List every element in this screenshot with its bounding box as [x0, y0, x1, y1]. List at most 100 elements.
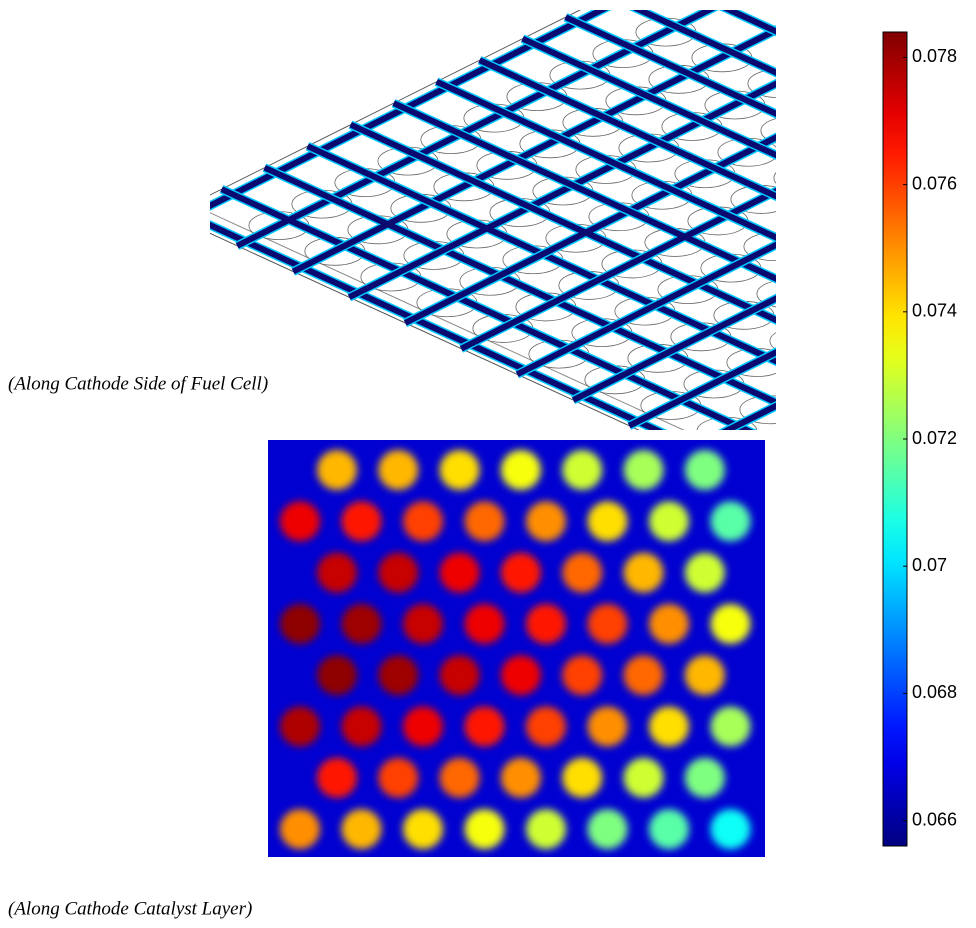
colorbar-tick-label: 0.074	[912, 301, 957, 321]
cathode-3d-view	[210, 0, 976, 529]
structure-line	[347, 80, 776, 300]
hole-outline	[804, 95, 864, 123]
structure-line	[403, 134, 776, 326]
heatmap-dot	[649, 706, 689, 747]
colorbar-tick-label: 0.076	[912, 173, 957, 193]
structure-line	[478, 57, 776, 200]
hole-outline	[760, 118, 776, 144]
structure-line	[695, 0, 976, 287]
heatmap-dot	[623, 450, 664, 490]
heatmap-dot	[403, 706, 443, 747]
structure-line	[632, 10, 776, 76]
heatmap-dot	[710, 501, 751, 542]
caption: (Along Cathode Side of Fuel Cell)	[8, 373, 268, 394]
heatmap-dot	[280, 603, 320, 644]
heatmap-dot	[526, 501, 566, 542]
heatmap-dot	[562, 552, 603, 593]
heatmap-dot	[378, 757, 419, 798]
heatmap-dot	[280, 809, 320, 850]
heatmap-dots	[280, 450, 751, 850]
hole-outline	[817, 142, 877, 170]
heatmap-dot	[587, 501, 628, 542]
hole-outline	[800, 258, 860, 286]
heatmap-dot	[280, 501, 320, 542]
heatmap-dot	[378, 450, 419, 490]
hole-outline	[796, 421, 856, 449]
heatmap-dot	[526, 809, 566, 850]
colorbar-tick-label: 0.07	[912, 555, 947, 575]
hole-outline	[773, 172, 776, 184]
heatmap-dot	[439, 655, 480, 696]
heatmap-dot	[403, 501, 443, 542]
heatmap-dot	[280, 706, 320, 747]
heatmap-dot	[684, 552, 725, 593]
heatmap-dot	[526, 603, 566, 644]
hole-outline	[942, 241, 976, 269]
structure-line	[722, 10, 776, 35]
hole-outline	[783, 374, 843, 402]
heatmap-dot	[562, 450, 603, 490]
heatmap-dot	[623, 655, 664, 696]
heatmap-dot	[403, 809, 443, 850]
heatmap-dot	[378, 655, 419, 696]
heatmap-dot	[649, 501, 689, 542]
hole-outline	[899, 263, 959, 291]
heatmap-dot	[341, 501, 382, 542]
hole-outline	[809, 469, 869, 497]
heatmap-dot	[649, 603, 689, 644]
heatmap-dot	[341, 603, 382, 644]
structure-line	[392, 100, 776, 282]
heatmap-dot	[500, 552, 541, 593]
structure-line	[564, 14, 776, 118]
heatmap-dot	[562, 655, 603, 696]
structure-line	[263, 164, 776, 406]
hole-outline	[813, 306, 873, 334]
hole-outline	[787, 211, 847, 239]
heatmap-dot	[341, 809, 382, 850]
hole-outline	[826, 353, 886, 381]
heatmap-dot	[464, 809, 505, 850]
heatmap-dot	[341, 706, 382, 747]
structure-line	[306, 143, 776, 365]
structure-line	[349, 121, 776, 324]
heatmap-dot	[684, 655, 725, 696]
colorbar-tick-label: 0.066	[912, 809, 957, 829]
heatmap-dot	[684, 450, 725, 490]
heatmap-dot	[710, 603, 751, 644]
structure-line	[695, 0, 976, 287]
structure-line	[627, 348, 776, 429]
colorbar-tick-label: 0.072	[912, 428, 957, 448]
heatmap-dot	[623, 757, 664, 798]
heatmap-dot	[710, 706, 751, 747]
hole-outline	[955, 288, 976, 316]
structure-line	[853, 249, 976, 529]
heatmap-dot	[587, 809, 628, 850]
heatmap-dot	[317, 757, 357, 798]
heatmap-dot	[317, 450, 357, 490]
caption: (Along Cathode Catalyst Layer)	[8, 898, 252, 919]
structure-line	[515, 241, 776, 378]
structure-line	[459, 187, 776, 352]
heatmap-dot	[378, 552, 419, 593]
heatmap-dot	[623, 552, 664, 593]
heatmap-dot	[710, 809, 751, 850]
heatmap-dot	[439, 552, 480, 593]
structure-line	[521, 35, 776, 159]
heatmap-dot	[500, 450, 541, 490]
structure-line	[210, 212, 685, 430]
heatmap-dot	[649, 809, 689, 850]
hole-outline	[769, 332, 776, 350]
colorbar-tick-label: 0.068	[912, 682, 957, 702]
heatmap-dot	[403, 603, 443, 644]
colorbar-tick-label: 0.078	[912, 46, 957, 66]
heatmap-dot	[562, 757, 603, 798]
heatmap-dot	[500, 757, 541, 798]
hole-outline	[916, 147, 976, 175]
structure-line	[435, 78, 776, 241]
hole-outline	[929, 194, 976, 222]
structure-line	[853, 249, 976, 529]
heatmap-dot	[439, 757, 480, 798]
heatmap-dot	[500, 655, 541, 696]
heatmap-dot	[439, 450, 480, 490]
